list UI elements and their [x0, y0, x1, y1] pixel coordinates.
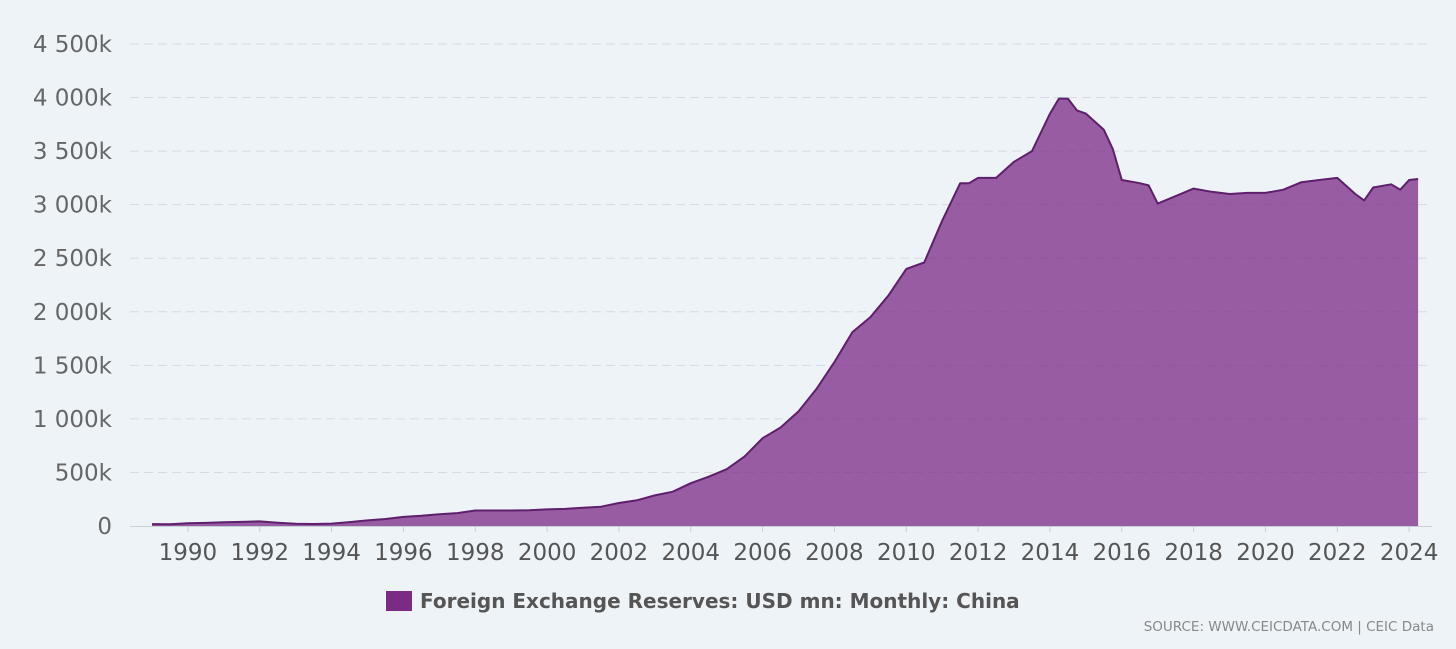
gridlines [130, 43, 1432, 527]
x-tick-label: 2012 [949, 540, 1008, 566]
x-tick-label: 2006 [733, 540, 792, 566]
x-tick-label: 2002 [590, 540, 649, 566]
legend[interactable]: Foreign Exchange Reserves: USD mn: Month… [386, 589, 1020, 613]
y-tick-label: 1 000k [33, 407, 113, 433]
x-tick-label: 2000 [518, 540, 577, 566]
x-tick-label: 2014 [1021, 540, 1080, 566]
x-tick-label: 2016 [1093, 540, 1152, 566]
x-tick-label: 2022 [1308, 540, 1367, 566]
x-tick-label: 1996 [374, 540, 433, 566]
x-tick-label: 2004 [661, 540, 720, 566]
series-line[interactable] [151, 97, 1419, 526]
legend-label: Foreign Exchange Reserves: USD mn: Month… [420, 589, 1020, 613]
y-tick-label: 3 500k [33, 139, 113, 165]
y-tick-label: 1 500k [33, 353, 113, 379]
y-tick-label: 3 000k [33, 193, 113, 219]
source-credit: SOURCE: WWW.CEICDATA.COM | CEIC Data [1143, 619, 1434, 635]
y-tick-label: 4 500k [33, 32, 113, 58]
x-tick-label: 1990 [159, 540, 218, 566]
x-tick-label: 2018 [1164, 540, 1223, 566]
series-area-layer [151, 97, 1419, 526]
y-tick-label: 4 000k [33, 86, 113, 112]
x-tick-label: 1992 [230, 540, 289, 566]
x-tick-label: 1994 [302, 540, 361, 566]
x-tick-label: 2020 [1236, 540, 1295, 566]
x-tick-label: 1998 [446, 540, 505, 566]
y-tick-label: 500k [55, 460, 113, 486]
x-axis: 1990 1992 1994 1996 1998 2000 2002 2004 2006 2008… [159, 526, 1439, 566]
y-axis: 0 500k 1 000k 1 500k 2 000k 2 500k 3 000k 3 500… [33, 32, 113, 540]
x-tick-label: 2024 [1380, 540, 1439, 566]
y-tick-label: 2 500k [33, 246, 113, 272]
y-tick-label: 2 000k [33, 300, 113, 326]
legend-swatch [386, 591, 412, 611]
x-tick-label: 2008 [805, 540, 864, 566]
x-tick-label: 2010 [877, 540, 936, 566]
series-area[interactable] [152, 98, 1419, 526]
y-tick-label: 0 [97, 514, 112, 540]
